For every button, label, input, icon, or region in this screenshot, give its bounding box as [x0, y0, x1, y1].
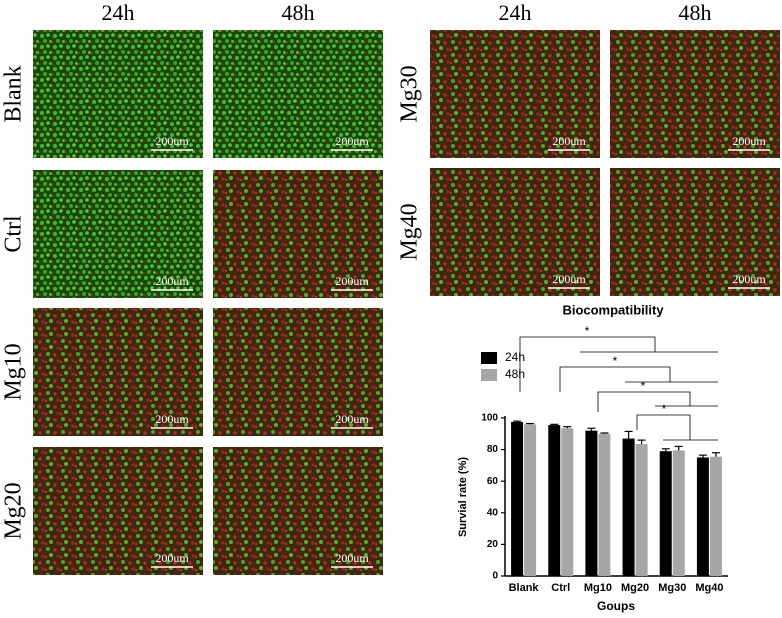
- y-tick-label: 0: [492, 571, 498, 582]
- scale-label: 200um: [732, 272, 766, 286]
- scale-label: 200um: [155, 551, 189, 565]
- y-tick-label: 80: [487, 444, 499, 455]
- micrograph: [213, 308, 383, 436]
- scale-label: 200um: [335, 412, 369, 426]
- column-header: 48h: [282, 0, 315, 25]
- row-label: Ctrl: [1, 215, 27, 253]
- significance-star: *: [585, 324, 590, 338]
- micrograph-shade: [430, 168, 600, 296]
- micrograph: [33, 30, 203, 158]
- y-tick-label: 100: [481, 413, 498, 424]
- bar-chart: Biocompatibility Survial rate (%) Goups 0 20…: [457, 302, 728, 613]
- scale-label: 200um: [335, 551, 369, 565]
- scale-label: 200um: [732, 134, 766, 148]
- y-tick-label: 40: [487, 507, 499, 518]
- bar: [524, 424, 537, 576]
- bar: [585, 430, 598, 576]
- scale-label: 200um: [155, 412, 189, 426]
- x-axis-label: Goups: [597, 599, 635, 613]
- micrograph: [610, 168, 780, 296]
- row-label: Mg20: [1, 482, 27, 539]
- x-tick-label: Mg10: [584, 582, 612, 594]
- micrograph: [213, 447, 383, 575]
- y-axis-label: Survial rate (%): [457, 457, 469, 537]
- legend-swatch: [481, 369, 497, 381]
- micrograph: [213, 30, 383, 158]
- significance-bracket: [559, 366, 718, 392]
- scale-label: 200um: [335, 134, 369, 148]
- legend-label: 48h: [505, 367, 525, 381]
- micrograph-shade: [213, 308, 383, 436]
- micrograph: [33, 170, 203, 298]
- micrograph: [430, 30, 600, 158]
- bar: [511, 421, 524, 576]
- micrograph: [430, 168, 600, 296]
- x-tick-label: Mg30: [658, 582, 686, 594]
- bar: [635, 444, 648, 576]
- micrograph-panels: 24h 48h 24h 48h 200um 200um 200um 200um 200um 200…: [1, 0, 780, 575]
- row-label: Blank: [1, 65, 27, 122]
- significance-star: *: [613, 354, 618, 368]
- micrograph: [33, 308, 203, 436]
- micrograph-shade: [610, 30, 780, 158]
- y-tick-label: 60: [487, 476, 499, 487]
- micrograph-shade: [213, 170, 383, 298]
- scale-label: 200um: [552, 272, 586, 286]
- x-tick-label: Blank: [509, 582, 540, 594]
- micrograph: [213, 170, 383, 298]
- micrograph-shade: [33, 30, 203, 158]
- x-tick-label: Mg20: [621, 582, 649, 594]
- micrograph-shade: [610, 168, 780, 296]
- micrograph-shade: [33, 308, 203, 436]
- legend-label: 24h: [505, 350, 525, 364]
- column-header: 24h: [499, 0, 532, 25]
- row-label: Mg30: [397, 65, 423, 122]
- significance-bracket: [636, 414, 718, 441]
- y-tick-label: 20: [487, 539, 499, 550]
- micrograph-shade: [33, 447, 203, 575]
- micrograph-shade: [213, 447, 383, 575]
- micrograph: [33, 447, 203, 575]
- significance-bracket: [519, 336, 718, 392]
- bar: [659, 451, 672, 576]
- significance-bracket: [597, 391, 718, 412]
- x-tick-label: Ctrl: [551, 582, 570, 594]
- scale-label: 200um: [335, 274, 369, 288]
- bar: [672, 450, 685, 576]
- micrograph-shade: [213, 30, 383, 158]
- column-header: 24h: [102, 0, 135, 25]
- legend-swatch: [481, 352, 497, 364]
- x-tick-label: Mg40: [695, 582, 723, 594]
- micrograph: [610, 30, 780, 158]
- column-header: 48h: [679, 0, 712, 25]
- bar: [561, 428, 574, 576]
- row-label: Mg40: [397, 203, 423, 260]
- micrograph-shade: [33, 170, 203, 298]
- micrograph-shade: [430, 30, 600, 158]
- scale-label: 200um: [155, 274, 189, 288]
- row-label: Mg10: [1, 343, 27, 400]
- bar: [709, 456, 722, 576]
- bar: [598, 433, 611, 576]
- significance-star: *: [662, 402, 667, 416]
- significance-star: *: [641, 379, 646, 393]
- bar: [548, 425, 561, 576]
- scale-label: 200um: [552, 134, 586, 148]
- bar: [696, 457, 709, 576]
- chart-title: Biocompatibility: [562, 302, 664, 317]
- scale-label: 200um: [155, 134, 189, 148]
- bar: [622, 438, 635, 576]
